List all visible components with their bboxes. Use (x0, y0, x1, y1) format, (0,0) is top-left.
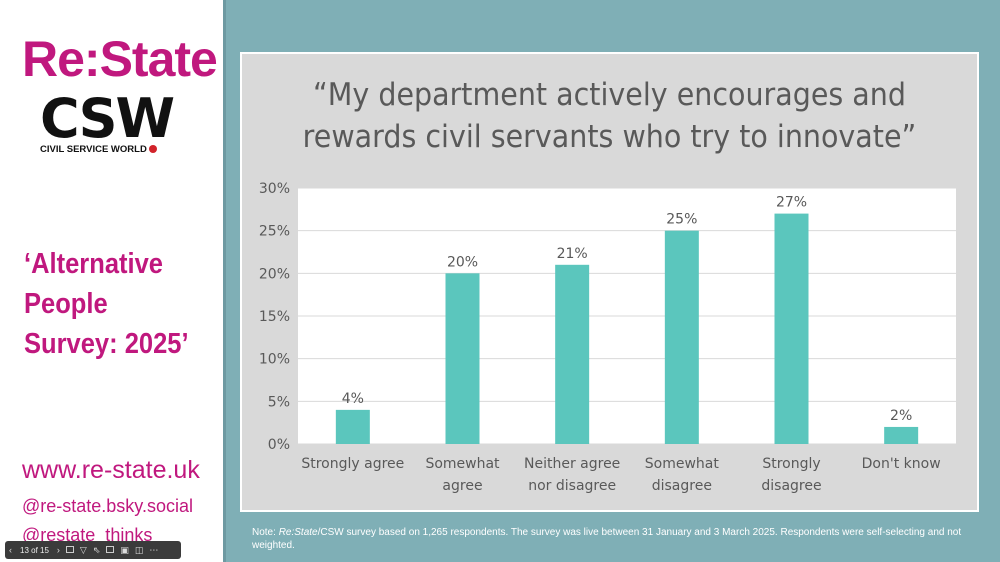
bar (555, 264, 590, 444)
chat-icon[interactable]: ◫ (134, 544, 144, 555)
chart-title-line: rewards civil servants who try to innova… (302, 119, 917, 155)
data-label: 25% (666, 212, 697, 228)
x-tick-label-line: Strongly (762, 456, 820, 472)
bar (884, 426, 919, 444)
x-tick-label-line: Strongly agree (301, 456, 404, 472)
x-tick-label: Somewhat agree (425, 456, 500, 494)
bar-chart: 0% 5% 10% 15% 20% 25% 30% 4% Strongly agree 20% So… (259, 181, 956, 494)
survey-title-line: ‘Alternative (24, 248, 163, 280)
x-tick-label: Strongly agree (301, 456, 404, 472)
slideshow-toolbar: ‹ 13 of 15 › ▽ ⇖ ▣ ◫ ⋯ (5, 541, 181, 559)
y-tick-label: 20% (259, 266, 290, 282)
y-tick-label: 0% (268, 437, 290, 453)
y-tick-label: 5% (268, 394, 290, 410)
more-options-icon[interactable]: ⋯ (149, 544, 159, 555)
x-tick-label-line: Don't know (862, 456, 941, 472)
chart-title: “My department actively encourages and r… (271, 74, 947, 158)
website-link[interactable]: www.re-state.uk (22, 456, 200, 484)
x-tick-label: Somewhat disagree (645, 456, 720, 494)
x-tick-label-line: nor disagree (528, 478, 616, 494)
chart-panel: “My department actively encourages and r… (240, 52, 979, 512)
bar (774, 213, 809, 444)
csw-logo: CSW CIVIL SERVICE WORLD (40, 87, 190, 156)
x-tick-label-line: Neither agree (524, 456, 620, 472)
survey-title-line: Survey: 2025’ (24, 328, 189, 360)
bar (335, 409, 370, 444)
x-tick-label-line: Somewhat (425, 456, 500, 472)
y-tick-label: 30% (259, 181, 290, 197)
y-tick-label: 25% (259, 224, 290, 240)
subtitles-icon[interactable] (106, 545, 115, 555)
camera-icon[interactable]: ▣ (120, 544, 129, 555)
csw-logo-subtitle: CIVIL SERVICE WORLD (40, 144, 190, 155)
survey-title-line: People (24, 288, 108, 320)
bluesky-handle[interactable]: @re-state.bsky.social (22, 496, 193, 516)
x-tick-label: Strongly disagree (761, 456, 821, 494)
chevron-right-icon[interactable]: › (56, 545, 60, 555)
y-tick-label: 15% (259, 309, 290, 325)
data-label: 2% (890, 408, 912, 424)
footnote-text: /CSW survey based on 1,265 respondents. … (252, 527, 962, 551)
data-label: 4% (342, 391, 364, 407)
data-label: 21% (557, 246, 588, 262)
data-label: 27% (776, 195, 807, 211)
slide-grid-icon[interactable] (65, 545, 74, 555)
bar (445, 273, 480, 444)
survey-title: ‘Alternative People Survey: 2025’ (24, 244, 191, 364)
csw-logo-dot-icon (148, 145, 157, 154)
csw-logo-mark: CSW (40, 87, 175, 150)
x-tick-label-line: agree (442, 478, 482, 494)
x-tick-label: Don't know (862, 456, 941, 472)
restate-logo: Re:State (22, 31, 218, 87)
footnote-prefix: Note: (252, 527, 279, 538)
x-tick-label: Neither agree nor disagree (524, 456, 620, 494)
pen-icon[interactable]: ▽ (79, 544, 87, 555)
x-tick-label-line: disagree (761, 478, 821, 494)
csw-logo-subtitle-text: CIVIL SERVICE WORLD (40, 144, 147, 155)
footnote-italic: Re:State (278, 527, 318, 538)
chart-title-line: “My department actively encourages and (313, 77, 906, 113)
data-label: 20% (447, 254, 478, 270)
x-tick-label-line: Somewhat (645, 456, 720, 472)
sidebar: Re:State CSW CIVIL SERVICE WORLD ‘Altern… (0, 0, 226, 562)
x-tick-label-line: disagree (652, 478, 712, 494)
slide-counter: 13 of 15 (20, 545, 49, 555)
footnote: Note: Re:State/CSW survey based on 1,265… (252, 526, 982, 552)
chevron-left-icon[interactable]: ‹ (9, 545, 12, 555)
twitter-handle[interactable]: @restate_thinks (22, 525, 153, 545)
cursor-icon[interactable]: ⇖ (92, 544, 101, 555)
bar (664, 230, 699, 444)
y-tick-label: 10% (259, 352, 290, 368)
